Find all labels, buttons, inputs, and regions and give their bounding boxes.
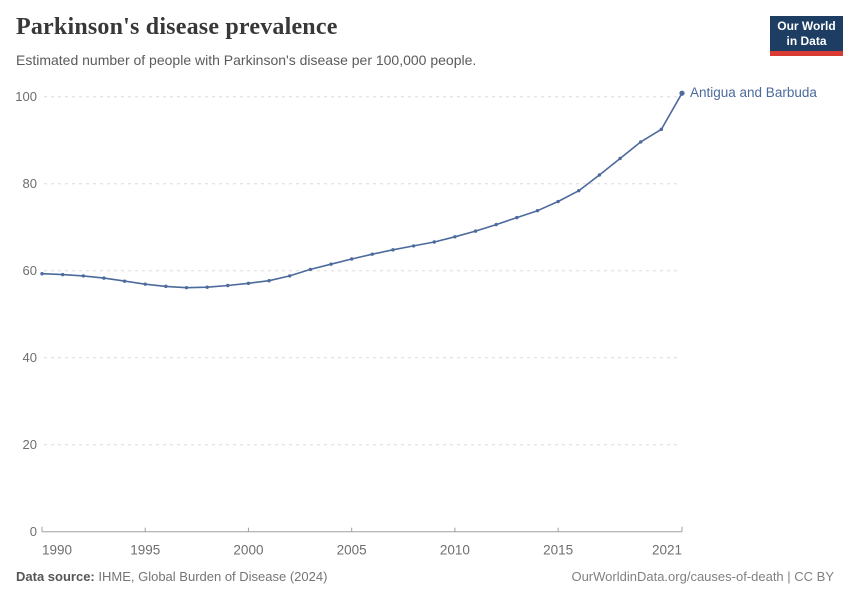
data-point-1996[interactable]: [164, 284, 168, 289]
data-point-2019[interactable]: [639, 140, 643, 144]
data-point-2017[interactable]: [597, 173, 602, 177]
data-point-1999[interactable]: [226, 283, 230, 288]
data-source-value: IHME, Global Burden of Disease (2024): [98, 569, 328, 584]
data-point-2002[interactable]: [288, 274, 292, 278]
page-subtitle: Estimated number of people with Parkinso…: [16, 52, 477, 68]
data-point-1995[interactable]: [143, 282, 147, 286]
data-point-2012[interactable]: [494, 222, 498, 227]
data-point-1993[interactable]: [102, 276, 106, 280]
data-point-2006[interactable]: [370, 252, 375, 256]
y-tick-label-100: 100: [15, 89, 37, 104]
data-source-label: Data source:: [16, 569, 95, 584]
series-markers: [40, 90, 685, 290]
data-point-1991[interactable]: [60, 272, 65, 277]
data-point-2010[interactable]: [453, 235, 457, 239]
data-point-1997[interactable]: [184, 285, 189, 290]
data-point-2011[interactable]: [473, 229, 478, 233]
owid-logo-line2: in Data: [786, 33, 827, 48]
data-point-2013[interactable]: [515, 215, 519, 220]
series-line[interactable]: [41, 92, 683, 289]
data-point-2003[interactable]: [308, 267, 313, 272]
data-point-2016[interactable]: [577, 188, 581, 193]
data-point-2018[interactable]: [618, 156, 622, 161]
data-point-2020[interactable]: [659, 127, 664, 132]
data-point-1990[interactable]: [40, 272, 44, 276]
data-point-1998[interactable]: [205, 285, 209, 289]
data-point-2000[interactable]: [246, 281, 251, 286]
data-point-2014[interactable]: [535, 208, 540, 213]
data-point-2009[interactable]: [432, 240, 436, 244]
y-tick-label-80: 80: [23, 176, 37, 191]
data-point-2008[interactable]: [411, 244, 416, 248]
y-tick-label-60: 60: [23, 263, 37, 278]
data-point-2001[interactable]: [267, 279, 271, 283]
x-tick-label-2005: 2005: [337, 543, 367, 558]
data-point-1994[interactable]: [122, 279, 127, 283]
x-tick-label-1990: 1990: [42, 543, 72, 558]
data-point-2007[interactable]: [391, 248, 395, 252]
y-tick-label-0: 0: [30, 524, 37, 539]
page-title: Parkinson's disease prevalence: [16, 14, 338, 40]
data-point-1992[interactable]: [81, 274, 85, 278]
x-tick-label-2015: 2015: [543, 543, 573, 558]
y-tick-label-20: 20: [23, 437, 37, 452]
y-tick-label-40: 40: [23, 350, 37, 365]
owid-logo-line1: Our World: [777, 19, 836, 33]
x-tick-label-2010: 2010: [440, 543, 470, 558]
x-tick-label-1995: 1995: [130, 543, 160, 558]
x-tick-label-2021: 2021: [652, 543, 682, 558]
attribution: OurWorldinData.org/causes-of-death | CC …: [571, 569, 834, 584]
data-source: Data source: IHME, Global Burden of Dise…: [16, 569, 327, 584]
data-point-2021[interactable]: [679, 90, 685, 96]
data-point-2004[interactable]: [329, 262, 333, 266]
data-point-2005[interactable]: [349, 257, 354, 261]
entity-label[interactable]: Antigua and Barbuda: [690, 85, 817, 100]
data-point-2015[interactable]: [556, 199, 560, 204]
x-tick-label-2000: 2000: [233, 543, 263, 558]
owid-logo[interactable]: Our World in Data: [770, 16, 843, 56]
